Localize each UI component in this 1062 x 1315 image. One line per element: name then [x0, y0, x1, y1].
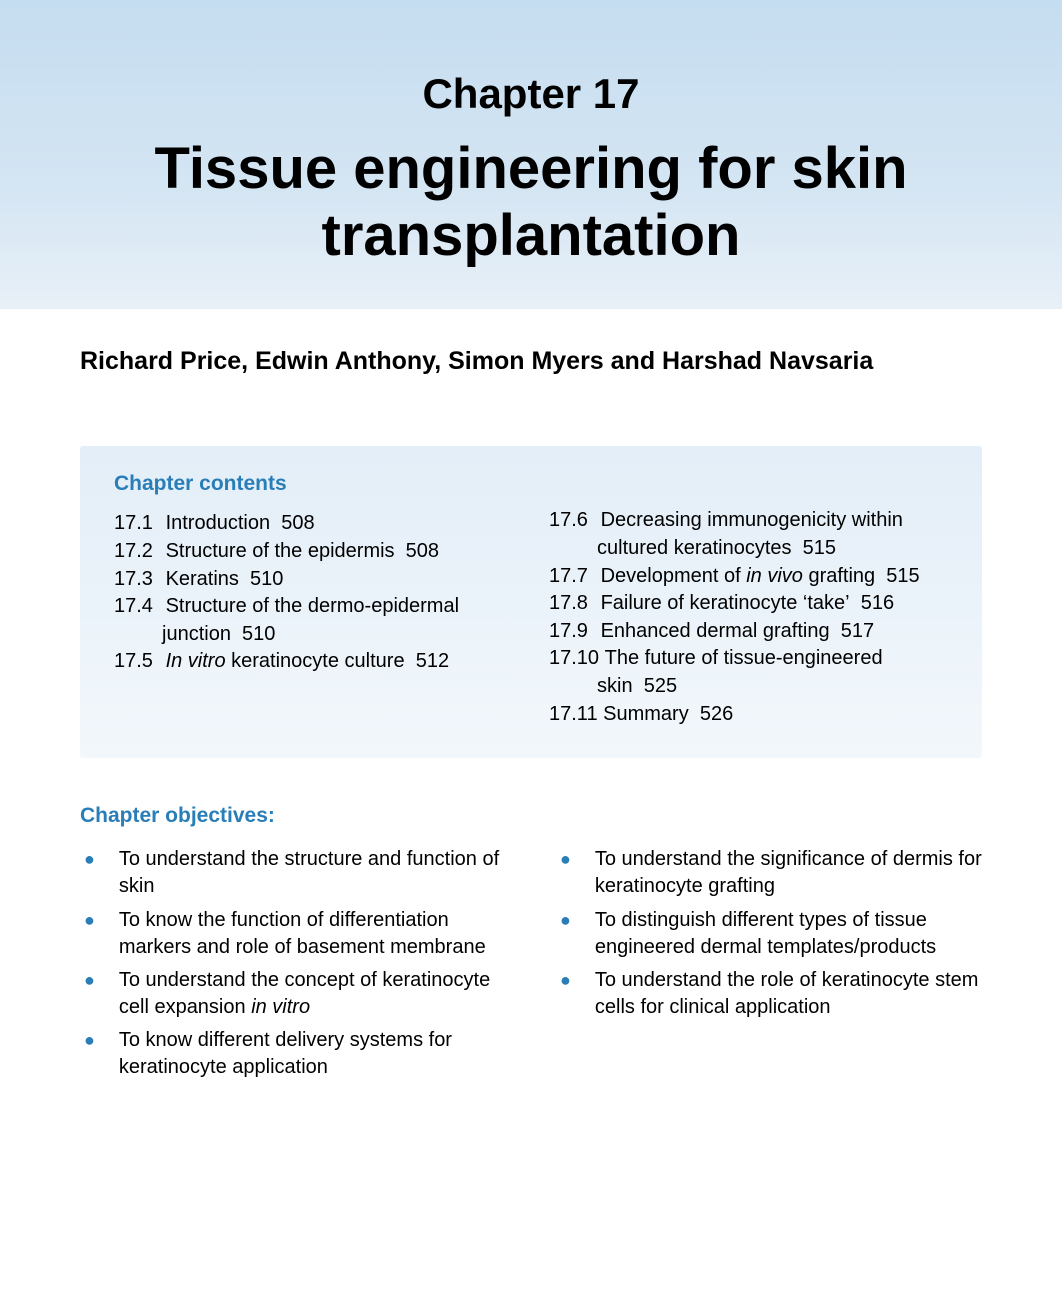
toc-item-number: 17.8 [549, 590, 595, 618]
objective-text: To know different delivery systems for k… [119, 1027, 506, 1081]
bullet-icon: ● [560, 907, 571, 934]
toc-item-italic: in vivo [746, 565, 803, 587]
objective-item: ● To know the function of differentiation… [80, 907, 506, 961]
chapter-objectives: Chapter objectives: ● To understand the s… [80, 804, 982, 1088]
bullet-icon: ● [84, 907, 95, 934]
contents-column-right: 17.6 Decreasing immunogenicity within cu… [549, 472, 948, 728]
objective-item: ● To understand the concept of keratinocy… [80, 967, 506, 1021]
objective-text: To understand the concept of keratinocyt… [119, 967, 506, 1021]
objective-text: To understand the significance of dermis… [595, 846, 982, 900]
toc-item: 17.8 Failure of keratinocyte ‘take’ 516 [549, 590, 948, 618]
objectives-column-left: ● To understand the structure and functio… [80, 846, 506, 1088]
toc-item: 17.2 Structure of the epidermis 508 [114, 538, 513, 566]
bullet-icon: ● [560, 846, 571, 873]
objective-text: To distinguish different types of tissue… [595, 907, 982, 961]
objective-item: ● To understand the role of keratinocyte … [556, 967, 982, 1021]
bullet-icon: ● [84, 1027, 95, 1054]
toc-item-number: 17.7 [549, 563, 595, 591]
toc-item-number: 17.2 [114, 538, 160, 566]
toc-item-italic: In vitro [166, 650, 226, 672]
chapter-number: Chapter 17 [60, 70, 1002, 118]
toc-item-number: 17.3 [114, 566, 160, 594]
toc-item: 17.1 Introduction 508 [114, 510, 513, 538]
chapter-contents-box: Chapter contents 17.1 Introduction 50817… [80, 446, 982, 758]
toc-item: 17.6 Decreasing immunogenicity within cu… [549, 507, 948, 562]
objective-item: ● To distinguish different types of tissu… [556, 907, 982, 961]
chapter-authors: Richard Price, Edwin Anthony, Simon Myer… [0, 309, 1062, 386]
toc-item-number: 17.6 [549, 507, 595, 535]
toc-item-number: 17.1 [114, 510, 160, 538]
toc-item-number: 17.9 [549, 618, 595, 646]
chapter-title-block: Chapter 17 Tissue engineering for skin t… [0, 0, 1062, 309]
objective-item: ● To know different delivery systems for … [80, 1027, 506, 1081]
toc-item: 17.11 Summary 526 [549, 701, 948, 729]
objective-text: To understand the structure and function… [119, 846, 506, 900]
toc-item-number: 17.4 [114, 593, 160, 621]
toc-item: 17.3 Keratins 510 [114, 566, 513, 594]
toc-item-number: 17.10 [549, 645, 599, 673]
toc-item: 17.9 Enhanced dermal grafting 517 [549, 618, 948, 646]
objective-italic: in vitro [251, 996, 310, 1018]
chapter-title: Tissue engineering for skin transplantat… [60, 136, 1002, 269]
contents-column-left: Chapter contents 17.1 Introduction 50817… [114, 472, 513, 728]
toc-item-number: 17.5 [114, 648, 160, 676]
contents-heading: Chapter contents [114, 472, 513, 496]
objective-item: ● To understand the significance of dermi… [556, 846, 982, 900]
objectives-heading: Chapter objectives: [80, 804, 982, 828]
toc-item: 17.7 Development of in vivo grafting 515 [549, 563, 948, 591]
objectives-column-right: ● To understand the significance of dermi… [556, 846, 982, 1088]
objective-item: ● To understand the structure and functio… [80, 846, 506, 900]
bullet-icon: ● [84, 967, 95, 994]
objective-text: To understand the role of keratinocyte s… [595, 967, 982, 1021]
toc-item: 17.4 Structure of the dermo-epidermal ju… [114, 593, 513, 648]
bullet-icon: ● [84, 846, 95, 873]
objective-text: To know the function of differentiation … [119, 907, 506, 961]
toc-item-number: 17.11 [549, 701, 598, 729]
toc-item: 17.5 In vitro keratinocyte culture 512 [114, 648, 513, 676]
bullet-icon: ● [560, 967, 571, 994]
toc-item: 17.10 The future of tissue-engineered sk… [549, 645, 948, 700]
